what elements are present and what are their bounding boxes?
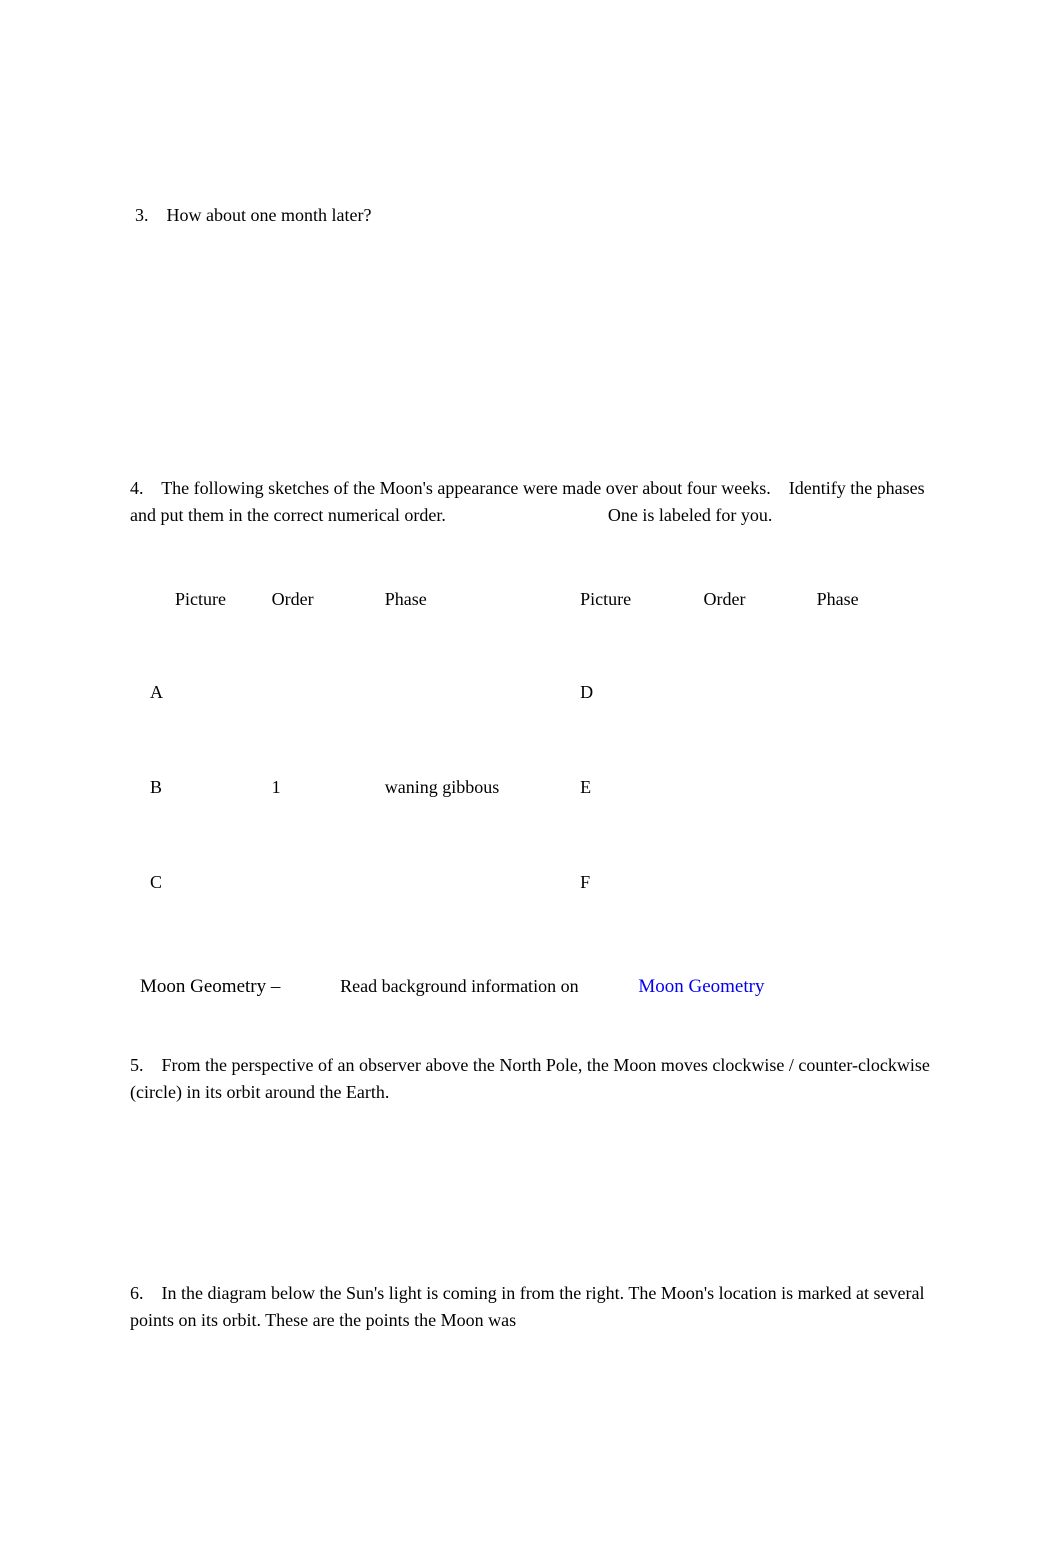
cell-pic-r: D (572, 645, 695, 740)
q3-text: How about one month later? (167, 205, 372, 225)
cell-pha-r (809, 835, 932, 930)
cell-pha-l (377, 835, 572, 930)
table-row: A D (130, 645, 932, 740)
cell-pic-r: F (572, 835, 695, 930)
cell-pic-l: B (130, 740, 264, 835)
q5-number: 5. (130, 1055, 144, 1075)
table-row: B 1 waning gibbous E (130, 740, 932, 835)
th-order-right: Order (695, 585, 808, 645)
cell-pha-l: waning gibbous (377, 740, 572, 835)
cell-pha-r (809, 740, 932, 835)
moon-geometry-read: Read background information on (340, 976, 578, 996)
cell-ord-l (264, 645, 377, 740)
q4-text: The following sketches of the Moon's app… (130, 478, 925, 525)
table-row: C F (130, 835, 932, 930)
phase-table: Picture Order Phase Picture Order Phase … (130, 585, 932, 930)
question-5: 5. From the perspective of an observer a… (130, 1052, 932, 1106)
cell-ord-r (695, 835, 808, 930)
q6-text: In the diagram below the Sun's light is … (130, 1283, 925, 1330)
q5-text: From the perspective of an observer abov… (130, 1055, 930, 1102)
q6-number: 6. (130, 1283, 144, 1303)
th-phase-right: Phase (809, 585, 932, 645)
q3-number: 3. (135, 205, 149, 225)
moon-geometry-title: Moon Geometry – (140, 976, 280, 997)
cell-pic-l: A (130, 645, 264, 740)
th-picture-left: Picture (130, 585, 264, 645)
th-picture-right: Picture (572, 585, 695, 645)
moon-geometry-link[interactable]: Moon Geometry (638, 976, 764, 997)
cell-pha-r (809, 645, 932, 740)
question-3: 3. How about one month later? (135, 205, 371, 226)
question-4: 4. The following sketches of the Moon's … (130, 475, 932, 529)
question-6: 6. In the diagram below the Sun's light … (130, 1280, 932, 1334)
cell-ord-l: 1 (264, 740, 377, 835)
cell-pic-r: E (572, 740, 695, 835)
cell-ord-l (264, 835, 377, 930)
cell-ord-r (695, 645, 808, 740)
moon-geometry-section: Moon Geometry – Read background informat… (140, 976, 764, 998)
q4-number: 4. (130, 478, 144, 498)
th-order-left: Order (264, 585, 377, 645)
cell-pic-l: C (130, 835, 264, 930)
cell-ord-r (695, 740, 808, 835)
cell-pha-l (377, 645, 572, 740)
th-phase-left: Phase (377, 585, 572, 645)
